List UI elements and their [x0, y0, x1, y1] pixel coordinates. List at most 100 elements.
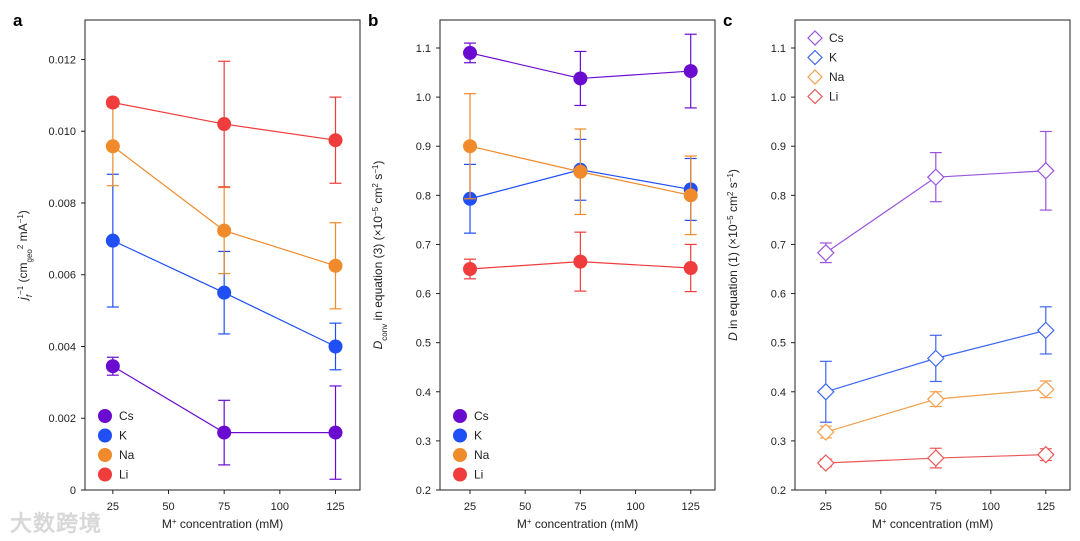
label-part: +	[172, 517, 177, 526]
y-tick-label: 0.8	[416, 190, 431, 202]
label-part: D	[726, 332, 740, 341]
plot-frame	[439, 19, 716, 491]
label-part: −1	[16, 285, 25, 295]
x-tick-label: 100	[271, 501, 289, 513]
series-Cs	[816, 130, 1055, 264]
panel-label: c	[723, 11, 732, 30]
legend-marker	[98, 467, 112, 482]
y-tick-label: 1.0	[416, 92, 431, 104]
data-point	[463, 261, 478, 276]
legend-label: K	[829, 51, 837, 65]
label-part: D	[371, 340, 385, 349]
x-tick-label: 25	[464, 501, 476, 513]
series-Cs	[105, 356, 343, 480]
y-tick-label: 1.0	[771, 92, 786, 104]
y-tick-label: 0.2	[416, 485, 431, 497]
label-part: 2	[371, 183, 380, 188]
y-tick-label: 0.7	[416, 239, 431, 251]
label-part: −1	[726, 173, 735, 183]
legend-marker	[98, 428, 112, 443]
data-point	[328, 339, 343, 354]
data-point	[573, 254, 588, 269]
y-tick-label: 0	[70, 485, 76, 497]
series-K	[105, 173, 343, 371]
data-point	[217, 425, 232, 440]
x-tick-label: 75	[930, 501, 942, 513]
legend-label: Na	[474, 448, 490, 462]
data-point	[217, 223, 232, 238]
x-axis-label: M+ concentration (mM)	[162, 517, 283, 532]
panel-label: b	[368, 11, 378, 30]
label-part: s	[371, 174, 385, 183]
label-part: M	[162, 517, 172, 531]
y-tick-label: 0.4	[416, 387, 431, 399]
legend-marker	[807, 49, 823, 66]
watermark: 大数跨境	[10, 511, 103, 536]
data-point	[105, 233, 120, 248]
y-tick-label: 0.010	[48, 126, 76, 138]
plot-frame	[794, 19, 1071, 491]
label-part: geo	[25, 249, 34, 263]
legend-label: Li	[474, 468, 483, 482]
data-point	[926, 449, 945, 467]
data-point	[1036, 161, 1055, 180]
series-Na	[816, 380, 1055, 441]
panel-b: b 0.2 0.3 0.4 0.5 0.6 0.7 0.8 0.9 1.0 1.1 25 50 75 100…	[368, 11, 716, 531]
data-point	[328, 425, 343, 440]
label-part: s	[726, 182, 740, 191]
legend-label: Cs	[119, 409, 134, 423]
legend-label: Na	[119, 448, 135, 462]
y-tick-label: 1.1	[771, 43, 786, 55]
label-part: −5	[371, 206, 380, 216]
series-Na	[105, 106, 343, 310]
data-point	[463, 139, 478, 154]
label-part: conv	[380, 324, 389, 341]
legend: Cs K Na Li	[98, 409, 135, 482]
panel-label: a	[13, 11, 23, 30]
label-part: )	[371, 161, 385, 165]
x-tick-label: 125	[326, 501, 344, 513]
series-Li	[105, 60, 343, 188]
data-point	[683, 188, 698, 203]
series-K	[816, 306, 1055, 423]
legend-marker	[453, 409, 467, 423]
series-Na	[463, 93, 698, 236]
y-tick-label: 0.5	[771, 338, 786, 350]
y-tick-label: 0.2	[771, 485, 786, 497]
y-tick-label: 0.8	[771, 190, 786, 202]
label-part: M	[517, 517, 527, 531]
data-point	[463, 45, 478, 60]
legend: Cs K Na Li	[807, 30, 845, 105]
data-point	[926, 168, 945, 187]
y-tick-label: 0.6	[416, 289, 431, 301]
y-tick-label: 0.6	[771, 289, 786, 301]
data-point	[1036, 445, 1055, 464]
series-Li	[463, 231, 698, 293]
x-tick-label: 125	[682, 501, 700, 513]
label-part: in equation (3) (×10	[371, 216, 385, 324]
series-Li	[816, 445, 1055, 472]
label-part: )	[726, 169, 740, 173]
y-tick-label: 0.4	[771, 387, 786, 399]
label-part: mA	[16, 223, 30, 244]
x-tick-label: 100	[982, 501, 1000, 513]
legend-marker	[807, 88, 823, 105]
legend-marker	[98, 448, 112, 462]
y-tick-label: 1.1	[416, 43, 431, 55]
legend-label: K	[474, 429, 482, 443]
label-part: M	[872, 517, 882, 531]
legend-marker	[453, 448, 467, 462]
label-part: +	[527, 517, 532, 526]
legend-label: Na	[829, 70, 845, 84]
label-part: concentration (mM)	[886, 517, 993, 531]
data-point	[328, 258, 343, 273]
legend-marker	[453, 467, 467, 482]
data-point	[217, 285, 232, 300]
data-point	[816, 382, 835, 401]
x-tick-label: 100	[626, 501, 644, 513]
series-Cs	[463, 33, 698, 109]
data-point	[816, 454, 835, 472]
label-part: −1	[16, 214, 25, 224]
data-point	[683, 261, 698, 276]
panel-c: c 0.2 0.3 0.4 0.5 0.6 0.7 0.8 0.9 1.0 1.1 25 50 75 100…	[723, 11, 1071, 531]
